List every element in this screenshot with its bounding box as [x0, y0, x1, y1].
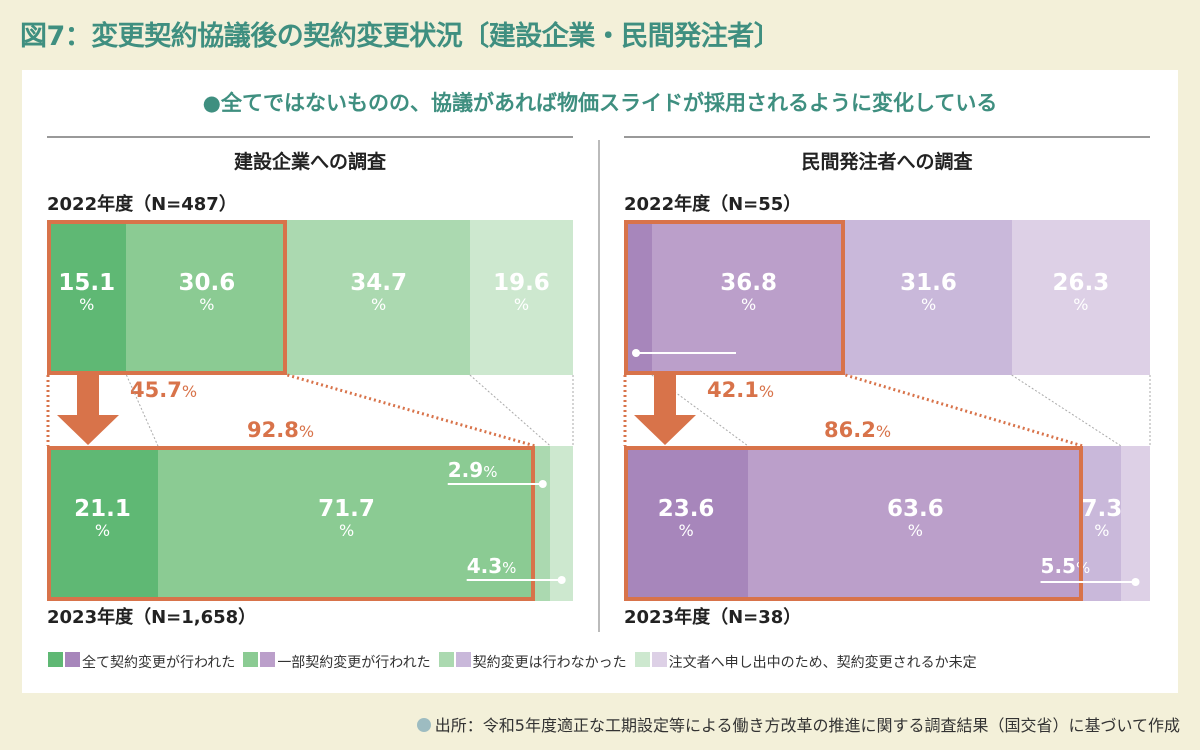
- source-note: 出所：令和5年度適正な工期設定等による働き方改革の推進に関する調査結果（国交省）…: [416, 712, 1180, 736]
- bar-segment: [624, 446, 749, 601]
- highlight-box: [47, 220, 288, 375]
- legend-swatch: [48, 652, 63, 667]
- bar-segment: [287, 220, 470, 375]
- legend-swatch: [243, 652, 259, 667]
- legend-item: 注文者へ申し出中のため、契約変更されるか未定: [634, 652, 977, 672]
- legend-swatch: [260, 652, 276, 667]
- value-label: 7.3%: [1081, 496, 1123, 541]
- value-label: 34.7%: [350, 270, 408, 315]
- legend-label: 契約変更は行わなかった: [472, 655, 627, 671]
- highlight-box: [624, 220, 846, 375]
- bar-segment: [550, 446, 573, 601]
- bar-segment: [469, 220, 573, 375]
- bar-year-label: 2022年度（N=55）: [624, 194, 802, 215]
- bar-segment: [1121, 446, 1150, 601]
- highlight-total-label: 86.2%: [824, 418, 892, 442]
- value-label: 26.3%: [1052, 270, 1110, 315]
- highlight-total-label: 92.8%: [247, 418, 315, 442]
- bar-segment: [157, 446, 536, 601]
- bullet-icon: [416, 718, 431, 732]
- highlight-total-label: 42.1%: [707, 378, 775, 402]
- bar-segment: [748, 446, 1083, 601]
- legend-swatch: [634, 652, 650, 667]
- bar-segment: [845, 220, 1012, 375]
- value-label: 71.7%: [318, 496, 375, 541]
- legend-label: 全て契約変更が行われた: [82, 655, 236, 671]
- legend-swatch: [651, 652, 667, 667]
- legend: 全て契約変更が行われた 一部契約変更が行われた 契約変更は行わなかった 注文者へ…: [48, 652, 977, 672]
- subtitle: ●全てではないものの、協議があれば物価スライドが採用されるように変化している: [202, 91, 998, 115]
- value-callout: 4.3%: [466, 554, 517, 578]
- bar-year-label: 2023年度（N=1,658）: [47, 607, 257, 628]
- legend-label: 一部契約変更が行われた: [277, 655, 431, 671]
- legend-swatch: [455, 652, 471, 667]
- legend-label: 注文者へ申し出中のため、契約変更されるか未定: [668, 655, 977, 671]
- bar-segment: [651, 220, 846, 375]
- value-label: 63.6%: [887, 496, 944, 541]
- value-label: 36.8%: [720, 270, 778, 315]
- divider: [624, 136, 1150, 138]
- figure-title: 図7：変更契約協議後の契約変更状況〔建設企業・民間発注者〕: [20, 21, 781, 52]
- bar-segment: [1011, 220, 1150, 375]
- legend-swatch: [65, 652, 80, 667]
- legend-item: 契約変更は行わなかった: [438, 652, 627, 672]
- panel-divider: [598, 140, 600, 632]
- bar-segment: [535, 446, 551, 601]
- value-label: 21.1%: [74, 496, 131, 541]
- highlight-box: [624, 446, 1083, 601]
- bar-year-label: 2023年度（N=38）: [624, 607, 802, 628]
- value-label: 31.6%: [900, 270, 957, 315]
- highlight-total-label: 45.7%: [130, 378, 198, 402]
- bar-segment: [47, 220, 127, 375]
- highlight-box: [47, 446, 536, 601]
- value-label: 23.6%: [657, 496, 715, 541]
- bar-segment: [1082, 446, 1122, 601]
- legend-item: 一部契約変更が行われた: [243, 652, 431, 672]
- value-label: 30.6%: [178, 270, 236, 315]
- bar-segment: [47, 446, 158, 601]
- legend-item: 全て契約変更が行われた: [48, 652, 235, 672]
- bar-segment: [126, 220, 288, 375]
- divider: [47, 136, 573, 138]
- bar-year-label: 2022年度（N=487）: [47, 194, 237, 215]
- panel-title-construction: 建設企業への調査: [233, 151, 386, 173]
- value-callout: 2.9%: [447, 458, 498, 482]
- value-label: 15.1%: [58, 270, 116, 315]
- source-text: 出所：令和5年度適正な工期設定等による働き方改革の推進に関する調査結果（国交省）…: [434, 716, 1180, 735]
- legend-swatch: [438, 652, 454, 667]
- panel-title-private: 民間発注者への調査: [801, 151, 973, 173]
- value-label: 19.6%: [493, 270, 550, 315]
